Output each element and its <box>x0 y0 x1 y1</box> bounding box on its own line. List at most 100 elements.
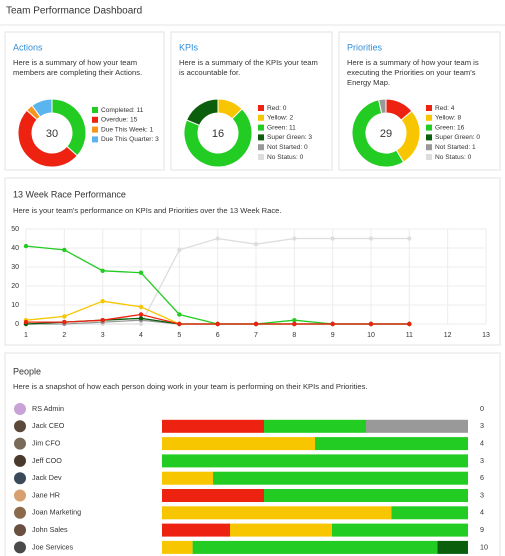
legend-label: Not Started: 0 <box>267 144 308 151</box>
legend-label: Super Green: 0 <box>435 134 480 141</box>
x-tick-label: 12 <box>444 332 452 339</box>
legend-swatch <box>426 105 432 111</box>
card <box>338 31 501 171</box>
avatar <box>14 472 26 485</box>
person-name: Jack Dev <box>32 473 62 482</box>
card-title: KPIs <box>179 42 199 52</box>
people-subtitle: Here is a snapshot of how each person do… <box>13 382 368 391</box>
people-title: People <box>13 366 41 376</box>
bar-segment <box>315 437 468 451</box>
series-point <box>62 319 67 325</box>
card-description: Here is a summary of how your team membe… <box>13 58 143 77</box>
legend-swatch <box>92 116 98 123</box>
donut-segment <box>185 98 219 126</box>
person-total: 3 <box>480 456 484 465</box>
legend-label: Red: 0 <box>267 105 287 112</box>
series-point <box>368 321 374 327</box>
series-point <box>330 321 335 327</box>
chart-title: 13 Week Race Performance <box>13 189 126 199</box>
x-tick-label: 2 <box>62 332 66 339</box>
person-total: 0 <box>480 404 484 413</box>
legend-label: Yellow: 8 <box>435 115 461 122</box>
card <box>4 31 165 171</box>
donut-segment <box>183 108 253 168</box>
avatar <box>14 454 26 467</box>
bar-segment <box>332 523 468 537</box>
x-tick-label: 10 <box>367 332 375 339</box>
legend-label: Overdue: 15 <box>101 117 138 124</box>
person-total: 6 <box>480 473 484 482</box>
legend-swatch <box>92 107 98 113</box>
series-point <box>23 319 29 325</box>
legend-label: Not Started: 1 <box>435 144 476 151</box>
series-point <box>215 236 220 241</box>
series-point <box>292 236 297 241</box>
series-point <box>177 312 182 317</box>
series-point <box>138 304 144 310</box>
bar-segment <box>264 419 366 433</box>
person-total: 9 <box>480 525 484 534</box>
legend-swatch <box>426 154 432 160</box>
legend-swatch <box>426 124 432 131</box>
series-point <box>330 236 335 241</box>
y-tick-label: 0 <box>15 321 19 328</box>
avatar <box>14 403 26 415</box>
donut-segment <box>17 109 78 168</box>
legend-label: Super Green: 3 <box>267 134 312 141</box>
person-total: 3 <box>480 421 484 430</box>
series-point <box>100 299 105 304</box>
x-tick-label: 9 <box>331 332 335 339</box>
series-point <box>177 247 182 253</box>
bar-segment <box>366 419 468 433</box>
person-total: 4 <box>480 508 484 517</box>
series-point <box>292 321 297 327</box>
bar-segment <box>162 454 468 468</box>
person-name: RS Admin <box>32 404 64 413</box>
x-tick-label: 4 <box>139 332 143 339</box>
series-point <box>62 247 67 253</box>
people-card <box>4 352 501 556</box>
legend-swatch <box>258 144 264 151</box>
legend-label: Red: 4 <box>435 105 455 112</box>
legend-swatch <box>258 105 264 111</box>
series-point <box>368 236 374 241</box>
x-tick-label: 7 <box>254 332 258 339</box>
chart-card <box>4 177 501 346</box>
person-total: 3 <box>480 490 484 499</box>
person-name: Jim CFO <box>32 439 61 448</box>
bar-segment <box>162 419 264 433</box>
legend-swatch <box>426 134 432 141</box>
x-tick-label: 3 <box>101 332 105 339</box>
y-tick-label: 50 <box>11 226 19 233</box>
series-point <box>253 321 259 327</box>
series-point <box>23 243 29 249</box>
legend-label: Green: 16 <box>435 124 465 131</box>
x-tick-label: 8 <box>292 332 296 339</box>
series-point <box>138 316 144 321</box>
series-point <box>253 242 259 247</box>
x-tick-label: 6 <box>216 332 220 339</box>
legend-swatch <box>426 114 432 121</box>
donut-segment <box>351 99 405 168</box>
bar-segment <box>162 506 392 520</box>
legend-swatch <box>92 136 98 143</box>
legend-label: Completed: 11 <box>101 107 144 114</box>
card-description: Here is a summary of the KPIs your team … <box>179 58 318 77</box>
series-point <box>292 318 297 323</box>
person-name: Jeff COO <box>32 456 62 465</box>
series-point <box>100 268 105 273</box>
series-point <box>407 236 412 241</box>
donut-center: 16 <box>212 128 224 140</box>
series-point <box>177 321 182 327</box>
legend-swatch <box>258 124 264 131</box>
person-name: Jack CEO <box>32 421 65 430</box>
y-tick-label: 40 <box>11 245 19 252</box>
y-tick-label: 10 <box>11 302 19 309</box>
legend-swatch <box>258 114 264 121</box>
x-tick-label: 1 <box>24 332 28 339</box>
page-title: Team Performance Dashboard <box>6 6 142 17</box>
card <box>170 31 333 171</box>
bar-segment <box>192 540 438 554</box>
